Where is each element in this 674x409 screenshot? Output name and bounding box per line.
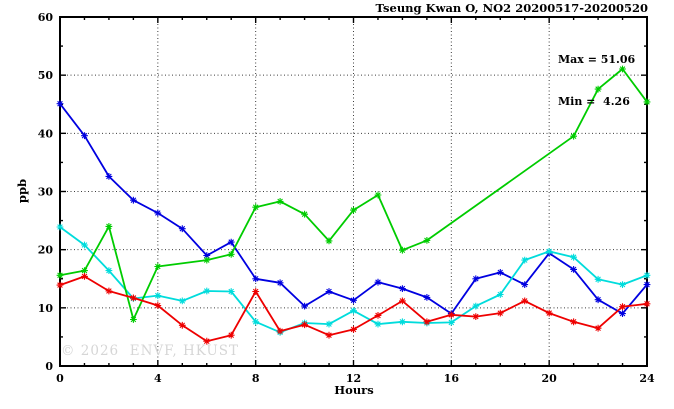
series-markers-cyan-series [56,223,651,336]
x-tick-label: 20 [542,372,558,385]
x-tick-label: 16 [444,372,460,385]
x-axis-label: Hours [334,383,374,397]
watermark: © 2026 ENVF, HKUST [61,343,240,359]
x-tick-label: 24 [639,372,655,385]
y-tick-label: 10 [38,302,54,315]
min-annotation: Min = 4.26 [558,95,630,108]
y-tick-label: 50 [38,69,54,82]
x-tick-label: 0 [56,372,64,385]
max-annotation: Max = 51.06 [558,53,636,66]
y-tick-label: 30 [38,186,54,199]
x-tick-label: 12 [346,372,361,385]
x-tick-label: 4 [154,372,162,385]
y-tick-label: 20 [38,244,54,257]
y-tick-label: 60 [38,11,54,24]
series-markers-green-series [56,65,651,323]
chart-title: Tseung Kwan O, NO2 20200517-20200520 [375,1,648,15]
maxmin-annotation: Max = 51.06 Min = 4.26 [558,25,635,137]
x-tick-label: 8 [252,372,260,385]
y-axis-label: ppb [15,178,29,204]
y-tick-label: 0 [45,360,53,373]
series-markers-red-series [56,273,651,345]
y-tick-label: 40 [38,127,54,140]
